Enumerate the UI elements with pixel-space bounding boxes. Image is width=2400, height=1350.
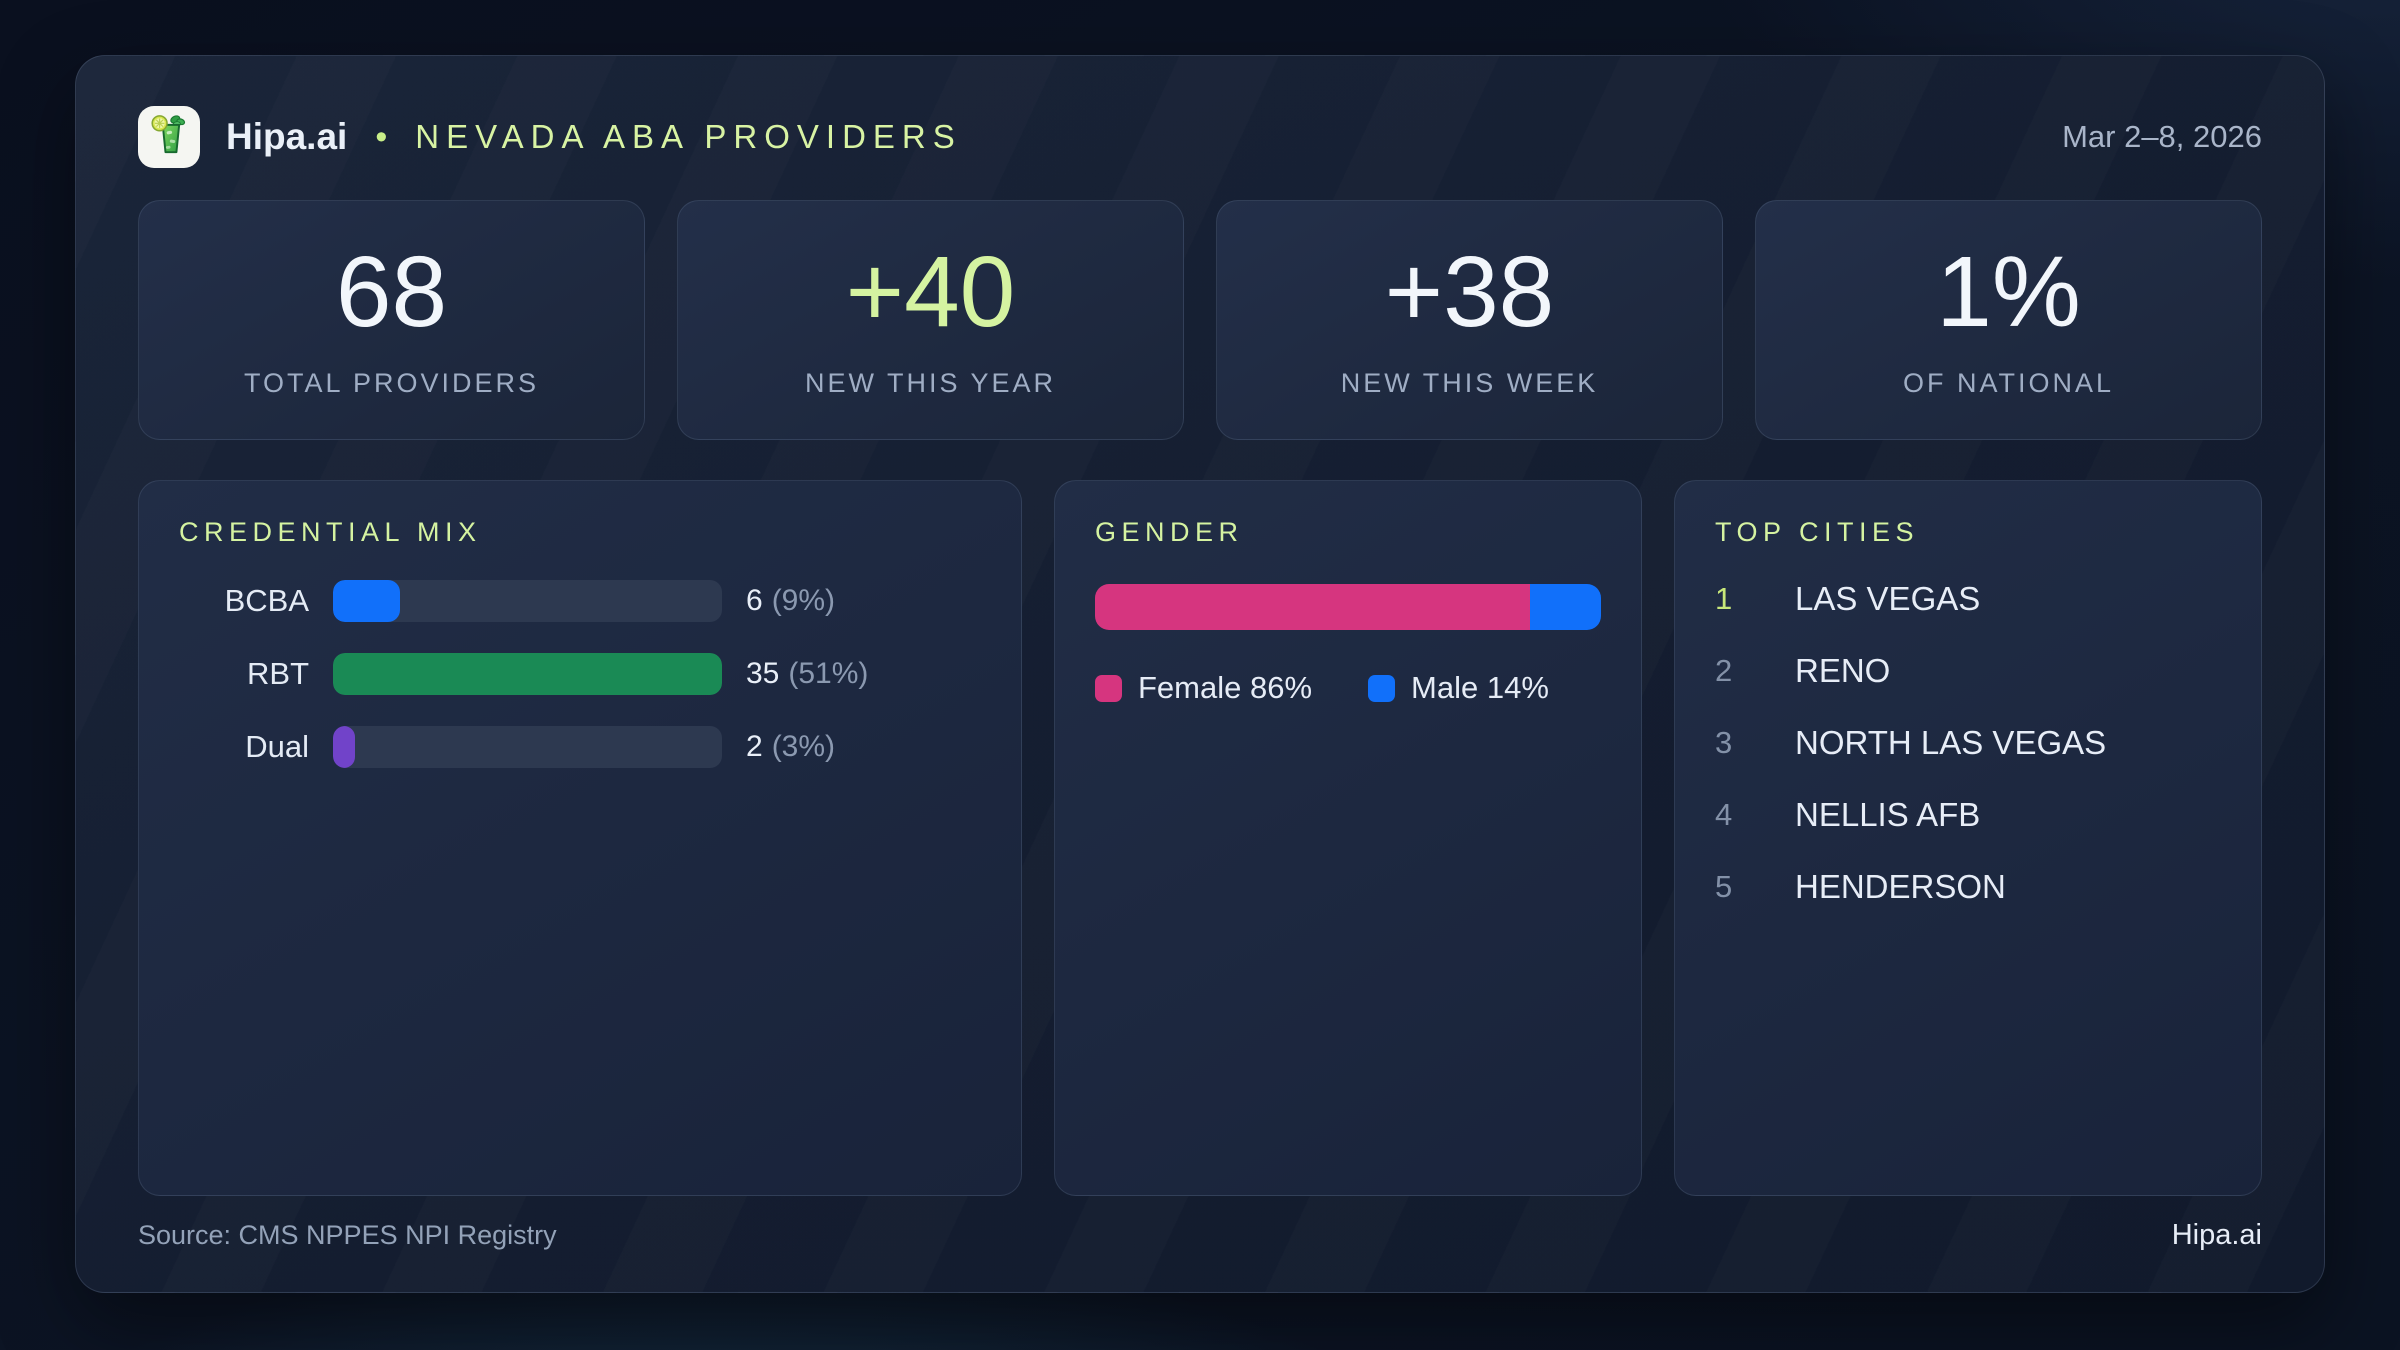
female-segment bbox=[1095, 584, 1531, 630]
stat-label: TOTAL PROVIDERS bbox=[243, 367, 540, 398]
panel-title: TOP CITIES bbox=[1715, 517, 1920, 547]
source-attribution: Source: CMS NPPES NPI Registry bbox=[138, 1220, 557, 1250]
stat-label: NEW THIS WEEK bbox=[1340, 367, 1599, 398]
gender-stacked-bar bbox=[1095, 584, 1601, 630]
bar-value: 6 (9%) bbox=[746, 584, 836, 617]
panel-title: CREDENTIAL MIX bbox=[179, 517, 482, 547]
bar-row-dual: Dual 2 (3%) bbox=[179, 726, 981, 768]
city-row: 3 NORTH LAS VEGAS bbox=[1715, 724, 2221, 762]
bar-track bbox=[333, 726, 722, 768]
mojito-glass-icon bbox=[144, 110, 194, 165]
male-segment bbox=[1530, 584, 1601, 630]
stat-of-national: 1% OF NATIONAL bbox=[1755, 200, 2262, 440]
footer-brand: Hipa.ai bbox=[2171, 1219, 2262, 1251]
city-name: LAS VEGAS bbox=[1795, 580, 1981, 617]
dashboard-card: Hipa.ai • NEVADA ABA PROVIDERS Mar 2–8, … bbox=[75, 55, 2325, 1293]
gender-panel: GENDER Female 86% Male 14% bbox=[1054, 480, 1642, 1196]
footer: Source: CMS NPPES NPI Registry Hipa.ai bbox=[138, 1219, 2262, 1252]
bar-label: Dual bbox=[245, 729, 309, 764]
credential-mix-panel: CREDENTIAL MIX BCBA 6 (9%) RBT 35 (51%) Du… bbox=[138, 480, 1022, 1196]
city-name: NORTH LAS VEGAS bbox=[1795, 724, 2107, 761]
panel-row: CREDENTIAL MIX BCBA 6 (9%) RBT 35 (51%) Du… bbox=[138, 480, 2262, 1196]
bar-fill-rbt bbox=[333, 653, 722, 695]
female-swatch bbox=[1095, 674, 1122, 702]
city-row: 5 HENDERSON bbox=[1715, 868, 2221, 906]
bullet-separator: • bbox=[375, 117, 388, 156]
city-rank: 1 bbox=[1715, 581, 1733, 616]
bar-value: 2 (3%) bbox=[746, 730, 836, 763]
city-row: 1 LAS VEGAS bbox=[1715, 580, 2221, 618]
male-swatch bbox=[1368, 674, 1396, 702]
stat-value: 1% bbox=[1936, 235, 2081, 348]
stat-card-row: 68 TOTAL PROVIDERS +40 NEW THIS YEAR +38… bbox=[138, 200, 2262, 440]
hipa-logo bbox=[138, 106, 200, 168]
stat-value: 68 bbox=[335, 235, 448, 348]
stat-new-this-year: +40 NEW THIS YEAR bbox=[677, 200, 1184, 440]
legend-label: Male 14% bbox=[1411, 670, 1549, 705]
legend-item-female: Female 86% bbox=[1095, 670, 1312, 706]
city-name: NELLIS AFB bbox=[1795, 796, 1981, 833]
bar-track bbox=[333, 653, 722, 695]
page-title: NEVADA ABA PROVIDERS bbox=[415, 118, 962, 155]
city-rank: 4 bbox=[1715, 797, 1733, 832]
city-rank: 5 bbox=[1715, 869, 1733, 904]
city-row: 2 RENO bbox=[1715, 652, 2221, 690]
stat-label: NEW THIS YEAR bbox=[804, 367, 1057, 398]
city-name: HENDERSON bbox=[1795, 868, 2006, 905]
legend-label: Female 86% bbox=[1138, 670, 1313, 705]
bar-fill-bcba bbox=[333, 580, 400, 622]
bar-value: 35 (51%) bbox=[746, 657, 869, 690]
stat-new-this-week: +38 NEW THIS WEEK bbox=[1216, 200, 1723, 440]
bar-row-rbt: RBT 35 (51%) bbox=[179, 653, 981, 695]
bar-row-bcba: BCBA 6 (9%) bbox=[179, 580, 981, 622]
bar-label: BCBA bbox=[224, 583, 309, 618]
stat-label: OF NATIONAL bbox=[1902, 367, 2115, 398]
legend-item-male: Male 14% bbox=[1368, 670, 1549, 706]
stat-total-providers: 68 TOTAL PROVIDERS bbox=[138, 200, 645, 440]
date-range: Mar 2–8, 2026 bbox=[2062, 119, 2262, 154]
stat-value: +38 bbox=[1384, 235, 1555, 348]
bar-fill-dual bbox=[333, 726, 356, 768]
bar-track bbox=[333, 580, 722, 622]
bar-label: RBT bbox=[247, 656, 309, 691]
top-cities-panel: TOP CITIES 1 LAS VEGAS 2 RENO 3 NORTH LA… bbox=[1674, 480, 2262, 1196]
city-rank: 3 bbox=[1715, 725, 1733, 760]
city-row: 4 NELLIS AFB bbox=[1715, 796, 2221, 834]
city-name: RENO bbox=[1795, 652, 1891, 689]
gender-legend: Female 86% Male 14% bbox=[1095, 670, 1601, 706]
panel-title: GENDER bbox=[1095, 517, 1244, 547]
city-rank: 2 bbox=[1715, 653, 1733, 688]
stat-value: +40 bbox=[845, 235, 1016, 348]
brand-name: Hipa.ai bbox=[226, 116, 348, 157]
header: Hipa.ai • NEVADA ABA PROVIDERS Mar 2–8, … bbox=[138, 104, 2262, 170]
